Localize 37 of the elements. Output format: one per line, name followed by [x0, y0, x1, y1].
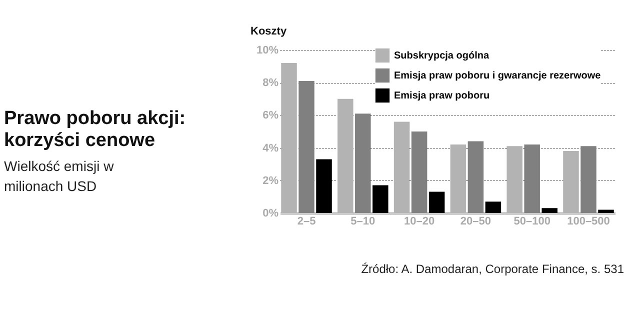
x-tick-label: 10–20 [404, 216, 435, 228]
legend-label: Emisja praw poboru [394, 90, 490, 102]
x-tick-label: 50–100 [514, 216, 550, 228]
text: Źródło: A. Damodaran, Corporate Finance, s. 531 [361, 262, 624, 276]
text: Prawo poboru akcji: korzyści cenowe [4, 108, 187, 152]
y-tick-label: 6% [262, 110, 279, 122]
y-tick-label: 0% [262, 208, 279, 220]
bar [542, 208, 558, 213]
x-tick-label: 100–500 [567, 216, 610, 228]
y-tick-label: 2% [262, 174, 279, 187]
x-tick-label: 2–5 [297, 216, 316, 228]
bar [563, 151, 579, 213]
x-tick-label: 5–10 [350, 216, 376, 228]
y-axis-title: Koszty [250, 26, 288, 38]
bar [428, 192, 445, 213]
bar [298, 80, 314, 213]
bar [485, 202, 502, 213]
text: Wielkość emisji w milionach USD [4, 157, 115, 196]
bar [450, 144, 466, 213]
bar [580, 146, 596, 213]
bar [506, 146, 522, 213]
y-tick-label: 10% [256, 44, 279, 56]
bar [598, 210, 614, 213]
bar [355, 114, 371, 213]
bar [316, 159, 332, 213]
bar [281, 63, 297, 213]
legend-label: Subskrypcja ogólna [394, 50, 490, 62]
x-tick-label: 20–50 [460, 216, 491, 228]
bar [372, 185, 388, 213]
y-tick-label: 4% [262, 142, 279, 154]
bar [394, 122, 410, 213]
bar [524, 144, 540, 213]
legend-label: Emisja praw poboru i gwarancje rezerwowe [394, 70, 602, 82]
bar [468, 141, 484, 213]
bar [411, 132, 428, 213]
bar [338, 98, 354, 213]
y-tick-label: 8% [262, 77, 279, 90]
